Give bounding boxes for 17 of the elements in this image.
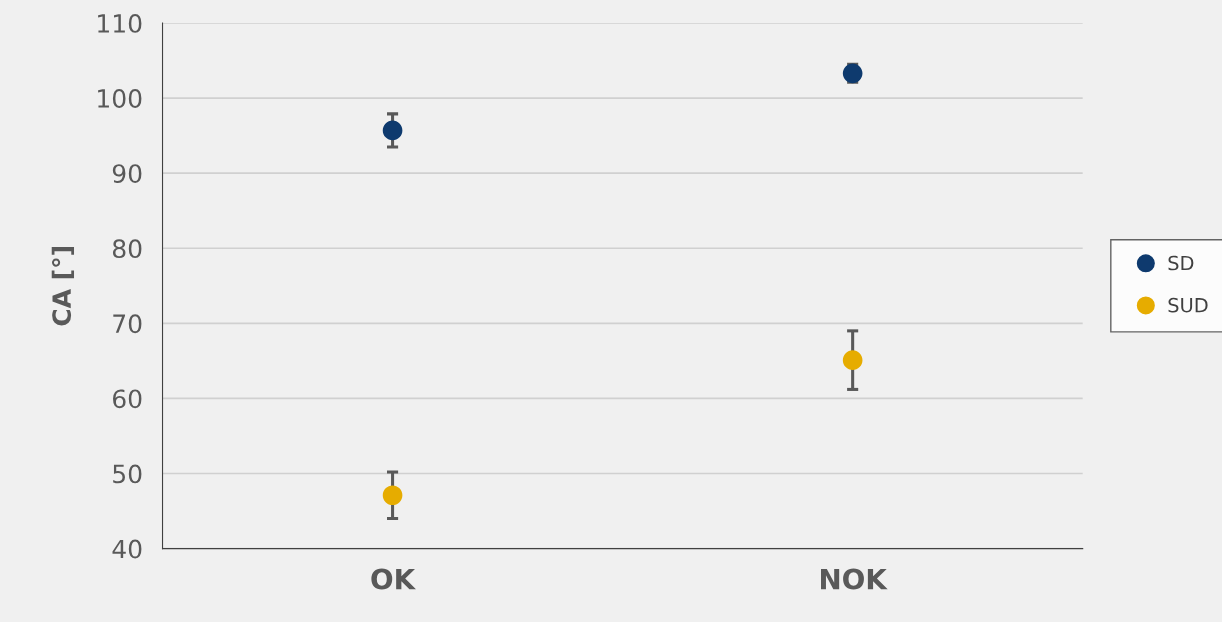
legend-label: SUD bbox=[1168, 297, 1208, 313]
legend-label: SD bbox=[1168, 255, 1194, 271]
y-tick-label: 70 bbox=[113, 314, 142, 334]
y-tick-label: 90 bbox=[112, 164, 142, 184]
point bbox=[842, 350, 863, 370]
point bbox=[382, 120, 403, 141]
x-tick-label: OK bbox=[371, 568, 416, 590]
y-tick-label: 60 bbox=[113, 389, 142, 409]
point bbox=[842, 63, 863, 84]
point bbox=[382, 485, 403, 506]
y-tick-label: 40 bbox=[112, 539, 142, 559]
y-tick-label: 80 bbox=[112, 239, 142, 259]
y-tick-label: 50 bbox=[113, 464, 142, 484]
y-tick-label: 110 bbox=[98, 13, 142, 33]
y-axis-title: CA [°] bbox=[51, 247, 75, 326]
x-tick-label: NOK bbox=[821, 568, 888, 590]
y-tick-label: 100 bbox=[98, 89, 142, 108]
